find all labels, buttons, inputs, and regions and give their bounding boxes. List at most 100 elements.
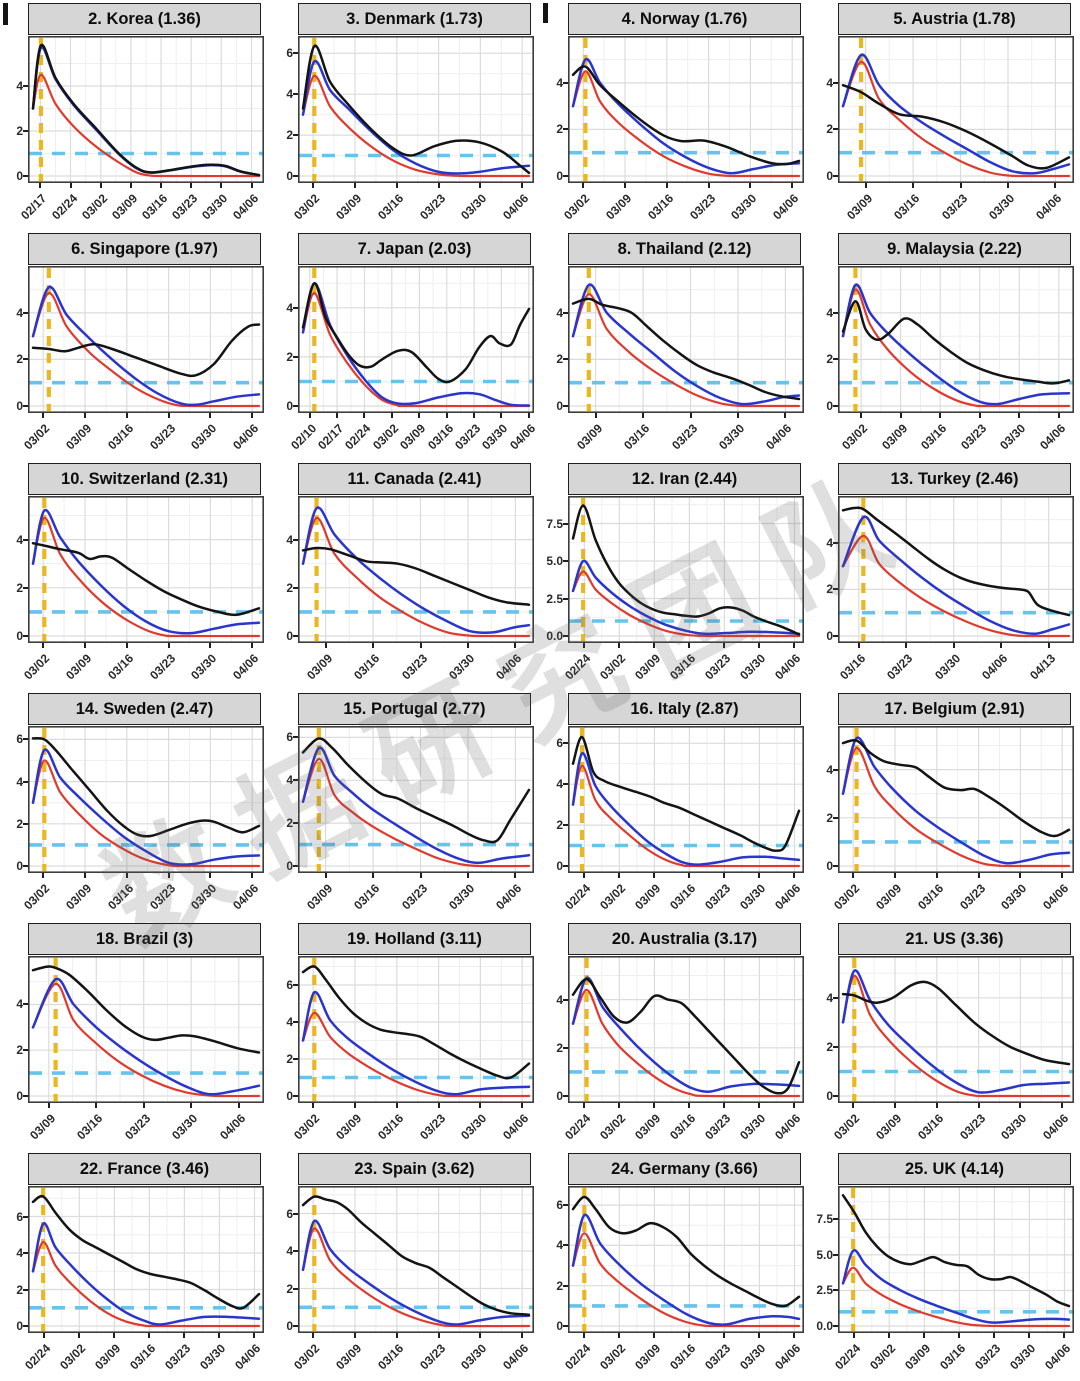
x-tick-label: 03/16	[351, 651, 383, 683]
facet-panel-italy: 16. Italy (2.87) 0 2 4 6 02/24 03/02 03/09 03/16…	[540, 690, 810, 920]
y-axis-tick	[293, 779, 298, 781]
panel-title: 25. UK (4.14)	[838, 1153, 1071, 1185]
x-axis-tick	[793, 643, 795, 648]
x-tick-label: 03/23	[399, 881, 431, 913]
x-tick-label: 02/17	[18, 191, 50, 223]
x-axis-tick	[690, 413, 692, 418]
x-axis-tick	[521, 183, 523, 188]
series-red	[571, 293, 801, 408]
series-black	[571, 735, 801, 853]
series-red	[571, 764, 801, 868]
y-axis-tick	[23, 1289, 28, 1291]
x-tick-label: 03/02	[839, 421, 871, 453]
x-tick-label: 04/06	[772, 881, 804, 913]
x-tick-label: 03/02	[831, 881, 863, 913]
series-black	[31, 43, 261, 177]
y-tick-label: 0	[286, 399, 293, 413]
y-tick-label: 2	[16, 817, 23, 831]
y-tick-label: 6	[16, 732, 23, 746]
x-tick-label: 03/02	[57, 1341, 89, 1373]
x-axis-tick	[852, 1103, 854, 1108]
y-tick-label: 0	[286, 1319, 293, 1333]
y-tick-label: 0	[826, 169, 833, 183]
x-axis-tick	[737, 413, 739, 418]
x-tick-label: 03/09	[63, 881, 95, 913]
y-axis-tick	[293, 175, 298, 177]
plot-area	[298, 496, 534, 643]
facet-panel-switzerland: 10. Switzerland (2.31) 0 2 4 03/02 03/09 03/16…	[0, 460, 270, 690]
series-black	[301, 44, 531, 175]
y-axis-tick	[833, 1095, 838, 1097]
x-tick-label: 03/30	[458, 1341, 490, 1373]
x-axis-tick	[852, 873, 854, 878]
x-tick-label: 02/24	[562, 1111, 594, 1143]
x-axis-tick	[993, 1333, 995, 1338]
series-black	[841, 83, 1071, 170]
y-tick-label: 2	[16, 1283, 23, 1297]
y-axis-tick	[833, 1254, 838, 1256]
x-axis-tick	[758, 1103, 760, 1108]
x-tick-label: 02/24	[22, 1341, 54, 1373]
y-axis-tick	[293, 736, 298, 738]
x-tick-label: 03/23	[702, 1341, 734, 1373]
x-axis-tick	[43, 1333, 45, 1338]
x-tick-label: 03/23	[162, 1341, 194, 1373]
y-axis-tick	[833, 128, 838, 130]
series-blue	[301, 506, 531, 635]
y-tick-label: 0	[286, 859, 293, 873]
y-tick-label: 0.0	[546, 629, 563, 643]
plot-area	[28, 1186, 264, 1333]
y-tick-label: 0	[556, 859, 563, 873]
y-axis-tick	[23, 738, 28, 740]
y-tick-label: 0	[826, 1089, 833, 1103]
y-axis-tick	[23, 1003, 28, 1005]
facet-panel-denmark: 3. Denmark (1.73) 0 2 4 6 03/02 03/09 03/16 03/2…	[270, 0, 540, 230]
x-tick-label: 02/24	[562, 881, 594, 913]
x-axis-tick	[583, 1333, 585, 1338]
y-axis-tick	[833, 865, 838, 867]
x-tick-label: 03/16	[621, 421, 653, 453]
y-tick-label: 4	[556, 1238, 563, 1252]
panel-title: 10. Switzerland (2.31)	[28, 463, 261, 495]
x-axis-tick	[130, 183, 132, 188]
x-axis-tick	[312, 1103, 314, 1108]
x-tick-label: 03/30	[997, 421, 1029, 453]
x-axis-tick	[391, 413, 393, 418]
x-tick-label: 03/30	[737, 881, 769, 913]
x-axis-tick	[253, 1333, 255, 1338]
facet-panel-us: 21. US (3.36) 0 2 4 03/02 03/09 03/16 03/23 03/3…	[810, 920, 1080, 1150]
x-axis-tick	[1028, 1333, 1030, 1338]
y-tick-label: 0	[826, 399, 833, 413]
y-tick-label: 0	[16, 629, 23, 643]
x-axis-tick	[912, 183, 914, 188]
x-axis-tick	[354, 1103, 356, 1108]
y-tick-label: 0	[16, 859, 23, 873]
series-red	[31, 292, 261, 408]
series-black	[301, 737, 531, 844]
x-tick-label: 04/06	[1040, 881, 1072, 913]
x-axis-tick	[595, 413, 597, 418]
x-tick-label: 03/09	[304, 881, 336, 913]
x-axis-tick	[618, 1103, 620, 1108]
x-tick-label: 03/02	[597, 651, 629, 683]
series-blue	[841, 969, 1071, 1094]
y-axis-tick	[563, 560, 568, 562]
x-axis-tick	[168, 643, 170, 648]
plot-area	[568, 266, 804, 413]
x-tick-label: 03/23	[147, 881, 179, 913]
y-axis-tick	[833, 542, 838, 544]
y-tick-label: 4	[286, 87, 293, 101]
plot-area	[28, 726, 264, 873]
facet-panel-canada: 11. Canada (2.41) 0 2 4 03/09 03/16 03/23 03/30…	[270, 460, 540, 690]
x-axis-tick	[521, 1333, 523, 1338]
y-axis-tick	[833, 1218, 838, 1220]
x-tick-label: 03/09	[92, 1341, 124, 1373]
x-axis-tick	[251, 643, 253, 648]
x-axis-tick	[793, 873, 795, 878]
x-axis-tick	[723, 873, 725, 878]
series-blue	[571, 283, 801, 406]
y-axis-tick	[293, 356, 298, 358]
plot-area	[838, 266, 1074, 413]
x-tick-label: 03/09	[333, 1341, 365, 1373]
x-tick-label: 03/30	[197, 1341, 229, 1373]
